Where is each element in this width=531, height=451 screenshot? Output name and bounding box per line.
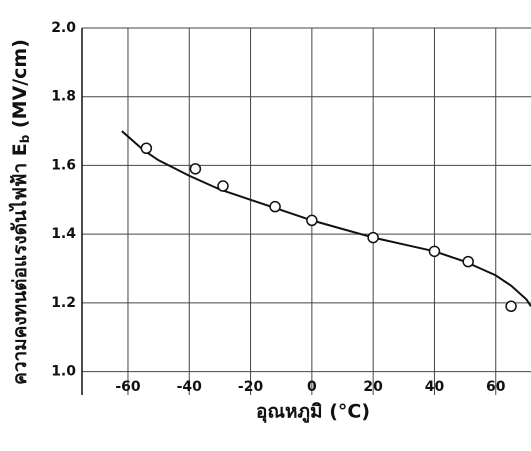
y-tick-label: 2.0 <box>51 20 76 36</box>
y-axis-label: ความคงทนต่อแรงดันไฟฟ้า Eb (MV/cm) <box>8 39 32 385</box>
x-tick-label: -20 <box>238 379 264 395</box>
y-tick-label: 1.2 <box>51 295 76 311</box>
y-tick-label: 1.8 <box>51 89 76 105</box>
background <box>0 0 531 451</box>
x-axis-label: อุณหภูมิ (°C) <box>256 401 370 424</box>
data-point <box>190 164 200 174</box>
data-point <box>307 215 317 225</box>
x-tick-label: 20 <box>363 379 383 395</box>
x-tick-label: -40 <box>177 379 203 395</box>
page: 1.0 1.2 1.4 1.6 1.8 2.0 -60 -40 -20 0 20 40 60 อุณหภู… <box>0 0 531 451</box>
x-tick-label: 60 <box>486 379 506 395</box>
y-tick-label: 1.0 <box>51 364 76 380</box>
x-tick-label: 40 <box>425 379 445 395</box>
x-tick-label: 0 <box>307 379 317 395</box>
data-point <box>506 301 516 311</box>
data-point <box>368 233 378 243</box>
x-tick-label: -60 <box>115 379 141 395</box>
y-tick-label: 1.4 <box>51 226 76 242</box>
data-point <box>218 181 228 191</box>
data-point <box>429 246 439 256</box>
data-point <box>141 143 151 153</box>
y-tick-label: 1.6 <box>51 157 76 173</box>
y-label-main: ความคงทนต่อแรงดันไฟฟ้า E <box>8 143 31 385</box>
data-point <box>463 257 473 267</box>
y-label-unit: (MV/cm) <box>9 39 31 135</box>
data-point <box>270 202 280 212</box>
chart: 1.0 1.2 1.4 1.6 1.8 2.0 -60 -40 -20 0 20 40 60 อุณหภู… <box>0 0 531 451</box>
